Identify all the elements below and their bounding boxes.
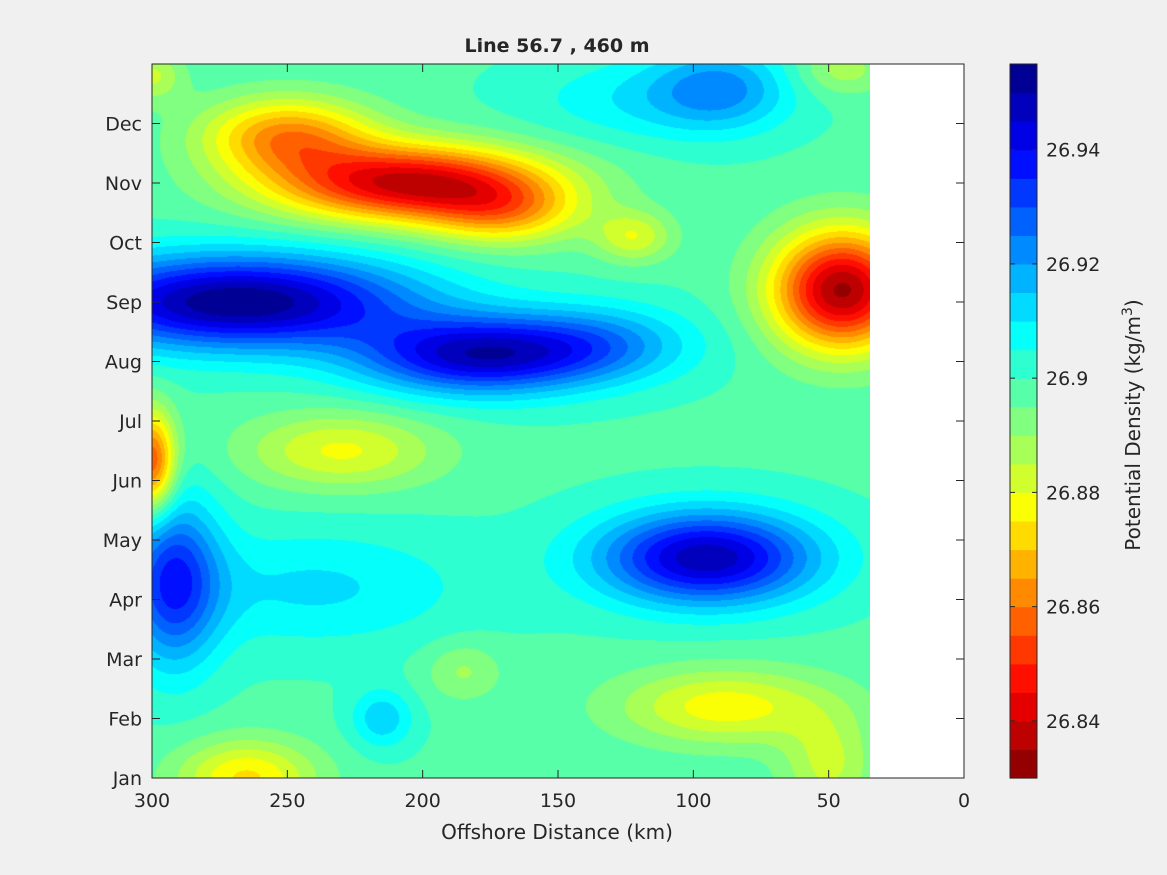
y-tick-label: Sep [106,292,142,314]
colorbar-swatch [1010,206,1037,236]
y-tick-label: Dec [105,114,142,136]
colorbar-swatch [1010,492,1037,522]
colorbar-swatch [1010,406,1037,436]
x-axis-label: Offshore Distance (km) [441,820,673,844]
x-tick-label: 200 [405,790,441,812]
colorbar-swatch [1010,749,1037,779]
y-tick-label: Jun [111,471,142,493]
colorbar-swatch [1010,549,1037,579]
colorbar-tick-label: 26.84 [1046,711,1100,733]
y-tick-label: May [103,530,142,552]
colorbar-swatch [1010,520,1037,551]
colorbar-label-suffix: ) [1121,299,1145,307]
x-tick-label: 50 [817,790,841,812]
colorbar-swatch [1010,92,1037,122]
colorbar-tick-label: 26.92 [1046,254,1100,276]
colorbar-label: Potential Density (kg/m3) [1120,299,1145,550]
colorbar-label-text: Potential Density (kg/m [1121,316,1145,551]
colorbar-swatch [1010,463,1037,493]
colorbar-swatch [1010,606,1037,636]
colorbar-swatch [1010,149,1037,179]
colorbar-swatch [1010,635,1037,665]
colorbar-swatch [1010,321,1037,351]
colorbar-swatch [1010,235,1037,265]
y-axis: Jan Feb Mar Apr May Jun Jul Aug Sep Oct Nov Dec [103,114,964,790]
colorbar: 26.84 26.86 26.88 26.9 26.92 26.94 [1009,63,1100,779]
colorbar-swatch [1010,64,1037,94]
contour-field [152,64,870,778]
colorbar-swatch [1010,263,1037,294]
colorbar-tick-label: 26.86 [1046,597,1100,619]
colorbar-frame [1009,63,1038,779]
colorbar-swatch [1010,663,1037,693]
y-tick-label: Jul [118,411,142,433]
x-tick-label: 0 [958,790,970,812]
contour-field-container [152,64,870,778]
y-tick-label: Aug [105,352,142,374]
y-tick-label: Jan [112,768,142,790]
colorbar-swatch [1010,178,1037,208]
colorbar-tick-label: 26.94 [1046,140,1100,162]
colorbar-swatch [1010,378,1037,408]
colorbar-tick-label: 26.9 [1046,368,1088,390]
y-tick-label: Feb [108,709,142,731]
x-axis: 300 250 200 150 100 50 0 [134,64,970,812]
y-tick-label: Oct [109,233,142,255]
colorbar-swatch [1010,349,1037,379]
y-tick-label: Mar [106,649,142,671]
x-tick-label: 150 [540,790,576,812]
y-tick-label: Nov [105,173,142,195]
x-tick-label: 300 [134,790,170,812]
x-tick-label: 100 [675,790,711,812]
colorbar-swatch [1010,121,1037,151]
y-tick-label: Apr [109,590,142,612]
colorbar-swatch [1010,578,1037,608]
colorbar-label-superscript: 3 [1120,307,1136,316]
colorbar-swatch [1010,435,1037,465]
chart-title: Line 56.7 , 460 m [464,35,649,57]
colorbar-swatch [1010,292,1037,322]
x-tick-label: 250 [269,790,305,812]
colorbar-swatch [1010,720,1037,751]
colorbar-swatch [1010,692,1037,722]
colorbar-tick-label: 26.88 [1046,482,1100,504]
